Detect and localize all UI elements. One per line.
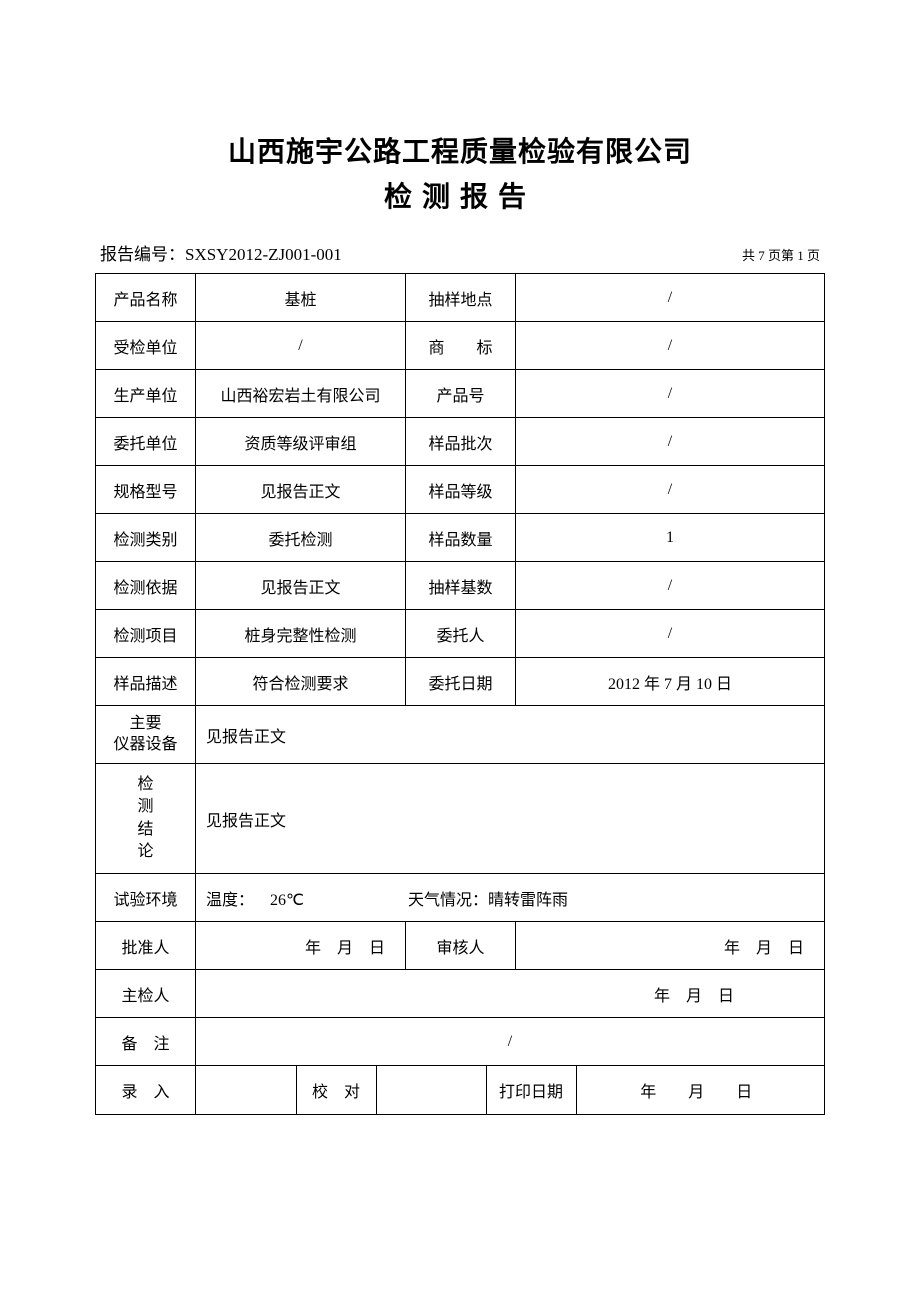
label-approver: 批准人 bbox=[96, 922, 196, 970]
value-proofread bbox=[376, 1066, 486, 1114]
value-sample-batch: / bbox=[516, 418, 825, 466]
inspector-date: 年 月 日 bbox=[196, 970, 825, 1018]
table-row: 检测依据 见报告正文 抽样基数 / bbox=[96, 562, 825, 610]
label-client: 委托人 bbox=[406, 610, 516, 658]
temp-value: 26℃ bbox=[270, 890, 304, 910]
value-inspected-unit: / bbox=[196, 322, 406, 370]
label-producer: 生产单位 bbox=[96, 370, 196, 418]
environment-row: 试验环境 温度： 26℃ 天气情况：晴转雷阵雨 bbox=[96, 874, 825, 922]
label-test-item: 检测项目 bbox=[96, 610, 196, 658]
value-entrusting-unit: 资质等级评审组 bbox=[196, 418, 406, 466]
value-sample-quantity: 1 bbox=[516, 514, 825, 562]
value-conclusion: 见报告正文 bbox=[196, 764, 825, 874]
label-device-line2: 仪器设备 bbox=[102, 735, 189, 756]
conclusion-row: 检测结论 见报告正文 bbox=[96, 764, 825, 874]
label-test-basis: 检测依据 bbox=[96, 562, 196, 610]
value-client: / bbox=[516, 610, 825, 658]
value-entrust-date: 2012 年 7 月 10 日 bbox=[516, 658, 825, 706]
label-proofread: 校 对 bbox=[296, 1066, 376, 1114]
reviewer-date: 年 月 日 bbox=[516, 922, 825, 970]
value-sampling-base: / bbox=[516, 562, 825, 610]
report-number-value: SXSY2012-ZJ001-001 bbox=[185, 245, 342, 264]
value-sampling-location: / bbox=[516, 274, 825, 322]
label-device-line1: 主要 bbox=[102, 714, 189, 735]
table-row: 生产单位 山西裕宏岩土有限公司 产品号 / bbox=[96, 370, 825, 418]
device-row: 主要 仪器设备 见报告正文 bbox=[96, 706, 825, 764]
header-row: 报告编号：SXSY2012-ZJ001-001 共 7 页第 1 页 bbox=[95, 240, 825, 265]
label-sample-batch: 样品批次 bbox=[406, 418, 516, 466]
table-row: 产品名称 基桩 抽样地点 / bbox=[96, 274, 825, 322]
bottom-row: 录 入 校 对 打印日期 年 月 日 bbox=[96, 1066, 825, 1115]
inspector-row: 主检人 年 月 日 bbox=[96, 970, 825, 1018]
value-trademark: / bbox=[516, 322, 825, 370]
table-row: 委托单位 资质等级评审组 样品批次 / bbox=[96, 418, 825, 466]
weather-value: 晴转雷阵雨 bbox=[488, 886, 568, 910]
value-print-date: 年 月 日 bbox=[576, 1066, 824, 1114]
label-entrust-date: 委托日期 bbox=[406, 658, 516, 706]
report-number: 报告编号：SXSY2012-ZJ001-001 bbox=[100, 240, 342, 265]
value-sample-desc: 符合检测要求 bbox=[196, 658, 406, 706]
value-environment: 温度： 26℃ 天气情况：晴转雷阵雨 bbox=[196, 874, 825, 922]
label-spec-model: 规格型号 bbox=[96, 466, 196, 514]
label-entrusting-unit: 委托单位 bbox=[96, 418, 196, 466]
table-row: 检测类别 委托检测 样品数量 1 bbox=[96, 514, 825, 562]
report-table: 产品名称 基桩 抽样地点 / 受检单位 / 商 标 / 生产单位 山西裕宏岩土有… bbox=[95, 273, 825, 1115]
value-test-item: 桩身完整性检测 bbox=[196, 610, 406, 658]
value-test-basis: 见报告正文 bbox=[196, 562, 406, 610]
table-row: 受检单位 / 商 标 / bbox=[96, 322, 825, 370]
value-spec-model: 见报告正文 bbox=[196, 466, 406, 514]
temp-label: 温度： bbox=[206, 886, 254, 910]
value-sample-grade: / bbox=[516, 466, 825, 514]
label-device: 主要 仪器设备 bbox=[96, 706, 196, 764]
label-print-date: 打印日期 bbox=[486, 1066, 576, 1114]
approval-row: 批准人 年 月 日 审核人 年 月 日 bbox=[96, 922, 825, 970]
label-reviewer: 审核人 bbox=[406, 922, 516, 970]
table-row: 规格型号 见报告正文 样品等级 / bbox=[96, 466, 825, 514]
label-sample-quantity: 样品数量 bbox=[406, 514, 516, 562]
table-row: 样品描述 符合检测要求 委托日期 2012 年 7 月 10 日 bbox=[96, 658, 825, 706]
value-entry bbox=[196, 1066, 296, 1114]
label-sample-grade: 样品等级 bbox=[406, 466, 516, 514]
label-sampling-location: 抽样地点 bbox=[406, 274, 516, 322]
label-sampling-base: 抽样基数 bbox=[406, 562, 516, 610]
value-remark: / bbox=[196, 1018, 825, 1066]
label-conclusion: 检测结论 bbox=[96, 764, 196, 874]
value-test-category: 委托检测 bbox=[196, 514, 406, 562]
label-environment: 试验环境 bbox=[96, 874, 196, 922]
label-product-name: 产品名称 bbox=[96, 274, 196, 322]
label-inspected-unit: 受检单位 bbox=[96, 322, 196, 370]
company-title: 山西施宇公路工程质量检验有限公司 bbox=[95, 130, 825, 170]
value-product-number: / bbox=[516, 370, 825, 418]
value-product-name: 基桩 bbox=[196, 274, 406, 322]
label-test-category: 检测类别 bbox=[96, 514, 196, 562]
label-product-number: 产品号 bbox=[406, 370, 516, 418]
label-trademark: 商 标 bbox=[406, 322, 516, 370]
approver-date: 年 月 日 bbox=[196, 922, 406, 970]
report-title: 检测报告 bbox=[95, 175, 825, 215]
label-sample-desc: 样品描述 bbox=[96, 658, 196, 706]
label-remark: 备 注 bbox=[96, 1018, 196, 1066]
value-device: 见报告正文 bbox=[196, 706, 825, 764]
value-producer: 山西裕宏岩土有限公司 bbox=[196, 370, 406, 418]
weather-label: 天气情况： bbox=[408, 886, 488, 910]
label-inspector: 主检人 bbox=[96, 970, 196, 1018]
table-row: 检测项目 桩身完整性检测 委托人 / bbox=[96, 610, 825, 658]
label-entry: 录 入 bbox=[96, 1066, 196, 1115]
page-info: 共 7 页第 1 页 bbox=[742, 245, 820, 264]
report-number-label: 报告编号： bbox=[100, 245, 185, 264]
remark-row: 备 注 / bbox=[96, 1018, 825, 1066]
